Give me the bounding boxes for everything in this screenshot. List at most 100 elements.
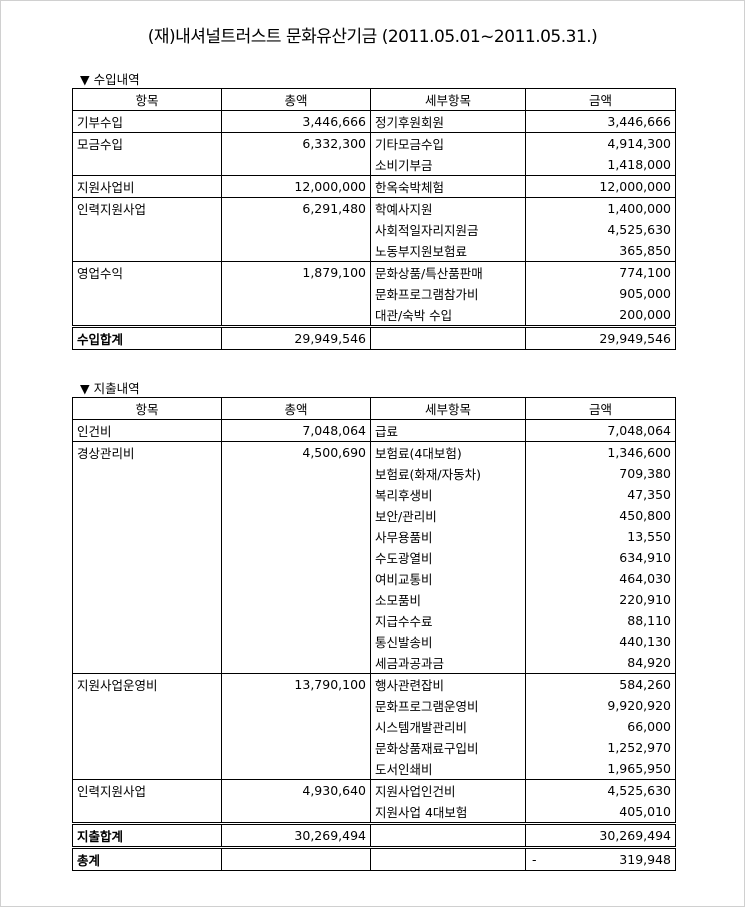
total-cell: [221, 463, 371, 484]
item-cell: [72, 695, 222, 716]
table-row: 사회적일자리지원금 4,525,630: [72, 219, 676, 240]
detail-item-cell: 사무용품비: [370, 526, 526, 547]
detail-item-cell: 수도광열비: [370, 547, 526, 568]
amount-cell: 13,550: [525, 526, 676, 547]
item-cell: [72, 484, 222, 505]
table-row: 세금과공과금 84,920: [72, 652, 676, 674]
table-row: 여비교통비 464,030: [72, 568, 676, 589]
total-cell: [221, 568, 371, 589]
amount-cell: 4,525,630: [525, 779, 676, 801]
item-cell: [72, 737, 222, 758]
amount-cell: 4,525,630: [525, 219, 676, 240]
table-row: 수도광열비 634,910: [72, 547, 676, 568]
item-cell: [72, 589, 222, 610]
table-row: 지급수수료 88,110: [72, 610, 676, 631]
table-row: 인력지원사업 4,930,640 지원사업인건비 4,525,630: [72, 779, 676, 801]
amount-cell: 47,350: [525, 484, 676, 505]
detail-item-cell: 여비교통비: [370, 568, 526, 589]
column-header: 세부항목: [370, 88, 526, 111]
column-header: 항목: [72, 397, 222, 420]
table-row: 보험료(화재/자동차) 709,380: [72, 463, 676, 484]
total-amount: 29,949,546: [525, 325, 676, 350]
item-cell: 지원사업비: [72, 175, 222, 198]
grand-total-empty: [221, 846, 371, 871]
page-title: (재)내셔널트러스트 문화유산기금 (2011.05.01~2011.05.31…: [147, 27, 598, 47]
total-empty: [370, 325, 526, 350]
total-cell: [221, 695, 371, 716]
amount-cell: 709,380: [525, 463, 676, 484]
total-label: 지출합계: [72, 822, 222, 848]
item-cell: 인력지원사업: [72, 197, 222, 219]
grand-total-sign: -: [532, 852, 537, 867]
amount-cell: 220,910: [525, 589, 676, 610]
detail-item-cell: 문화상품/특산품판매: [370, 261, 526, 283]
detail-item-cell: 도서인쇄비: [370, 758, 526, 780]
grand-total-value: 319,948: [619, 852, 671, 867]
table-row: 소비기부금 1,418,000: [72, 154, 676, 176]
detail-item-cell: 세금과공과금: [370, 652, 526, 674]
amount-cell: 1,965,950: [525, 758, 676, 780]
detail-item-cell: 시스템개발관리비: [370, 716, 526, 737]
table-row: 지원사업 4대보험 405,010: [72, 801, 676, 824]
total-cell: [221, 484, 371, 505]
detail-item-cell: 행사관련잡비: [370, 673, 526, 695]
item-cell: [72, 219, 222, 240]
detail-item-cell: 정기후원회원: [370, 110, 526, 133]
item-cell: 인력지원사업: [72, 779, 222, 801]
total-cell: [221, 240, 371, 262]
amount-cell: 1,400,000: [525, 197, 676, 219]
amount-cell: 774,100: [525, 261, 676, 283]
table-row: 사무용품비 13,550: [72, 526, 676, 547]
detail-item-cell: 노동부지원보험료: [370, 240, 526, 262]
amount-cell: 634,910: [525, 547, 676, 568]
detail-item-cell: 기타모금수입: [370, 132, 526, 154]
detail-item-cell: 문화상품재료구입비: [370, 737, 526, 758]
item-cell: [72, 610, 222, 631]
amount-cell: 464,030: [525, 568, 676, 589]
detail-item-cell: 문화프로그램참가비: [370, 283, 526, 304]
income-section-label: ▼ 수입내역: [80, 72, 140, 87]
amount-cell: 12,000,000: [525, 175, 676, 198]
table-row: 문화상품재료구입비 1,252,970: [72, 737, 676, 758]
item-cell: 인건비: [72, 419, 222, 442]
total-cell: [221, 758, 371, 780]
item-cell: [72, 652, 222, 674]
column-header: 총액: [221, 397, 371, 420]
total-cell: [221, 304, 371, 327]
table-row: 영업수익 1,879,100 문화상품/특산품판매 774,100: [72, 261, 676, 283]
detail-item-cell: 소비기부금: [370, 154, 526, 176]
detail-item-cell: 지원사업인건비: [370, 779, 526, 801]
total-cell: [221, 610, 371, 631]
table-row: 보안/관리비 450,800: [72, 505, 676, 526]
detail-item-cell: 사회적일자리지원금: [370, 219, 526, 240]
grand-total-empty: [370, 846, 526, 871]
table-row: 기부수입 3,446,666 정기후원회원 3,446,666: [72, 110, 676, 133]
total-cell: [221, 652, 371, 674]
amount-cell: 440,130: [525, 631, 676, 652]
detail-item-cell: 문화프로그램운영비: [370, 695, 526, 716]
grand-total-label: 총계: [72, 846, 222, 871]
total-sum: 30,269,494: [221, 822, 371, 848]
header-row: 항목 총액 세부항목 금액: [72, 88, 676, 111]
total-cell: 4,500,690: [221, 441, 371, 463]
table-row: 문화프로그램참가비 905,000: [72, 283, 676, 304]
amount-cell: 405,010: [525, 801, 676, 824]
total-cell: [221, 526, 371, 547]
amount-cell: 84,920: [525, 652, 676, 674]
item-cell: [72, 154, 222, 176]
total-label: 수입합계: [72, 325, 222, 350]
total-cell: 6,332,300: [221, 132, 371, 154]
amount-cell: 3,446,666: [525, 110, 676, 133]
total-cell: [221, 589, 371, 610]
table-row: 문화프로그램운영비 9,920,920: [72, 695, 676, 716]
expense-table: 항목 총액 세부항목 금액 인건비 7,048,064 급료 7,048,064 경상관리비 4,…: [72, 397, 676, 871]
item-cell: [72, 801, 222, 824]
amount-cell: 66,000: [525, 716, 676, 737]
item-cell: 경상관리비: [72, 441, 222, 463]
table-row: 인건비 7,048,064 급료 7,048,064: [72, 419, 676, 442]
grand-total-row: 총계 - 319,948: [72, 846, 676, 871]
total-cell: [221, 547, 371, 568]
table-row: 경상관리비 4,500,690 보험료(4대보험) 1,346,600: [72, 441, 676, 463]
amount-cell: 1,418,000: [525, 154, 676, 176]
total-amount: 30,269,494: [525, 822, 676, 848]
